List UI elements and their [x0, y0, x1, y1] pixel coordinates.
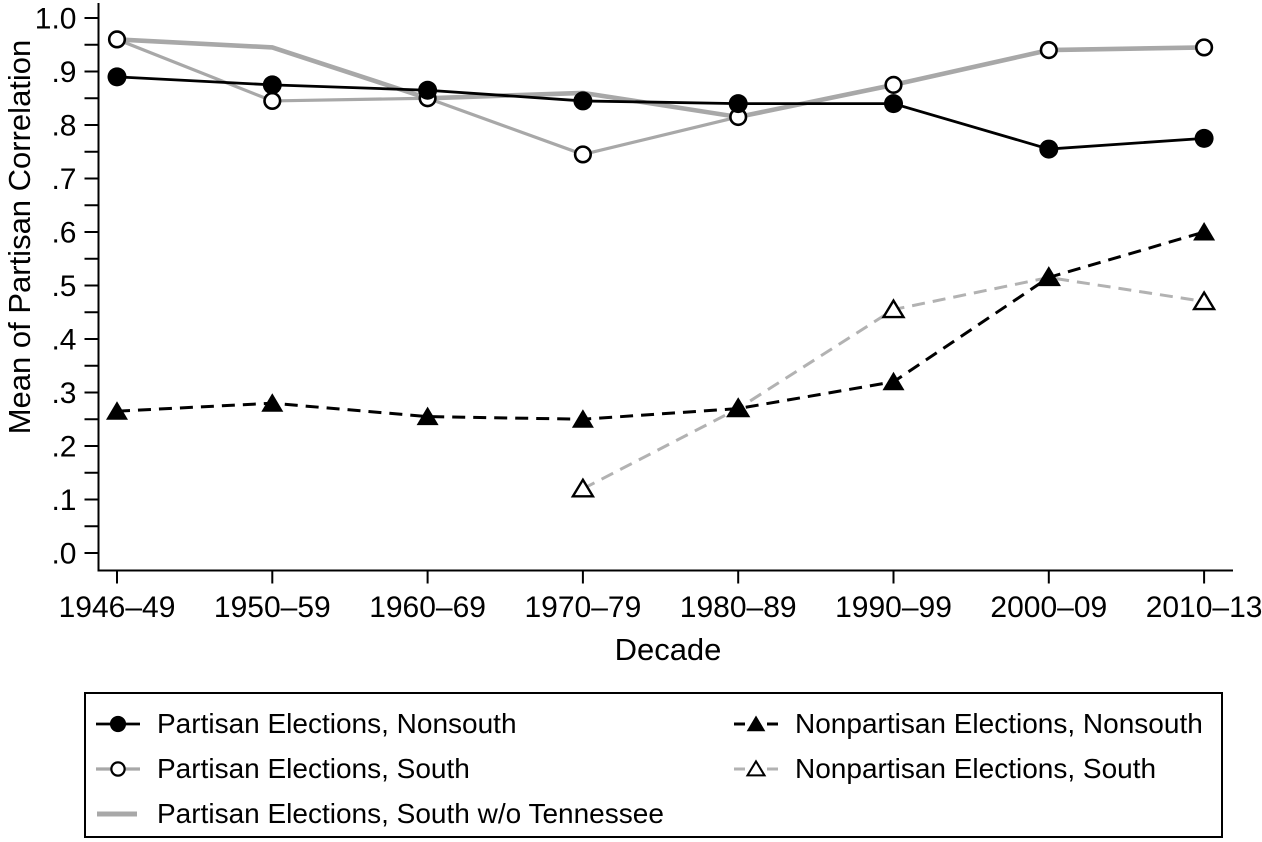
open-circle-marker: [1194, 38, 1214, 57]
filled-triangle-marker: [1037, 267, 1060, 286]
filled-triangle-marker: [1193, 222, 1216, 241]
legend-item-nonpartisan-south: Nonpartisan Elections, South: [733, 746, 1203, 791]
y-tick-label: .4: [51, 324, 76, 357]
legend-item-label: Partisan Elections, South w/o Tennessee: [157, 797, 664, 829]
y-tick-label: .1: [51, 484, 76, 517]
open-circle-marker: [263, 91, 282, 111]
x-tick-label: 2010–13: [1146, 591, 1262, 624]
y-tick-label: .9: [51, 56, 76, 89]
legend-item-partisan-south: Partisan Elections, South: [95, 746, 664, 791]
filled-circle-marker: [728, 94, 748, 114]
filled-circle-marker: [109, 715, 127, 732]
legend-key-filled-circle-line-icon: [95, 713, 141, 735]
open-circle-marker: [1039, 40, 1058, 60]
y-tick-label: .0: [51, 538, 76, 571]
filled-triangle-marker: [261, 393, 284, 412]
y-tick-label: .5: [51, 270, 76, 303]
legend-column-1: Partisan Elections, Nonsouth Partisan El…: [95, 701, 664, 836]
y-tick-label: .7: [51, 163, 76, 196]
legend-item-label: Partisan Elections, South: [157, 752, 470, 784]
x-axis-title: Decade: [615, 632, 722, 667]
legend-column-2: Nonpartisan Elections, Nonsouth Nonparti…: [733, 701, 1203, 791]
open-circle-marker: [110, 760, 126, 777]
open-triangle-marker: [745, 758, 767, 776]
y-tick-label: .2: [51, 431, 76, 464]
series-line: [116, 75, 1205, 151]
filled-circle-marker: [262, 75, 282, 95]
filled-triangle-marker: [746, 715, 766, 731]
series-line: [116, 37, 1205, 157]
legend-key-filled-triangle-dash-icon: [733, 713, 779, 735]
legend-item-partisan-south-wo-tennessee: Partisan Elections, South w/o Tennessee: [95, 791, 664, 836]
filled-circle-marker: [884, 94, 903, 114]
legend-item-label: Nonpartisan Elections, South: [795, 752, 1157, 784]
filled-triangle-marker: [571, 409, 594, 428]
plot-series: [106, 30, 1217, 498]
y-tick-label: .3: [51, 377, 76, 410]
filled-circle-marker: [1039, 139, 1059, 159]
x-tick-label: 1960–69: [369, 591, 486, 624]
open-triangle-marker: [570, 477, 596, 498]
open-triangle-marker: [881, 298, 906, 319]
open-triangle-marker: [1191, 290, 1217, 311]
legend-key-open-circle-line-icon: [95, 758, 141, 780]
x-tick-label: 1950–59: [214, 591, 331, 624]
filled-triangle-marker: [727, 398, 750, 418]
filled-circle-marker: [1194, 128, 1214, 148]
x-tick-label: 1990–99: [835, 591, 952, 624]
legend-item-partisan-nonsouth: Partisan Elections, Nonsouth: [95, 701, 664, 746]
legend-item-nonpartisan-nonsouth: Nonpartisan Elections, Nonsouth: [733, 701, 1203, 746]
legend-item-label: Partisan Elections, Nonsouth: [157, 707, 517, 739]
y-tick-label: .8: [51, 110, 76, 143]
y-tick-label: 1.0: [35, 3, 77, 36]
y-axis-title: Mean of Partisan Correlation: [2, 40, 37, 435]
open-circle-marker: [573, 145, 593, 164]
open-circle-marker: [884, 75, 903, 94]
filled-circle-marker: [573, 91, 593, 111]
x-tick-label: 2000–09: [990, 591, 1107, 624]
legend-item-label: Nonpartisan Elections, Nonsouth: [795, 707, 1203, 739]
filled-triangle-marker: [882, 371, 905, 391]
series-partisan-elections-south: [107, 30, 1214, 164]
filled-triangle-marker: [416, 406, 439, 426]
x-tick-label: 1980–89: [680, 591, 797, 624]
legend-key-thick-gray-line-icon: [95, 803, 141, 825]
series-nonpartisan-elections-nonsouth: [106, 222, 1216, 428]
x-tick-label: 1970–79: [525, 591, 642, 624]
legend: Partisan Elections, Nonsouth Partisan El…: [84, 692, 1223, 838]
filled-circle-marker: [418, 80, 438, 100]
legend-key-open-triangle-dash-icon: [733, 758, 779, 780]
line-chart: .0 .1 .2 .3 .4 .5 .6 .7 .8 .9 1.0 1946–49 1950–59 196…: [2, 3, 1262, 668]
filled-circle-marker: [107, 67, 127, 87]
x-tick-label: 1946–49: [59, 591, 176, 624]
open-circle-marker: [107, 30, 127, 49]
filled-triangle-marker: [106, 401, 128, 420]
series-line: [116, 230, 1205, 421]
axes: .0 .1 .2 .3 .4 .5 .6 .7 .8 .9 1.0 1946–49 1950–59 196…: [35, 3, 1262, 625]
y-tick-label: .6: [51, 217, 76, 250]
series-partisan-elections-nonsouth: [107, 67, 1214, 159]
